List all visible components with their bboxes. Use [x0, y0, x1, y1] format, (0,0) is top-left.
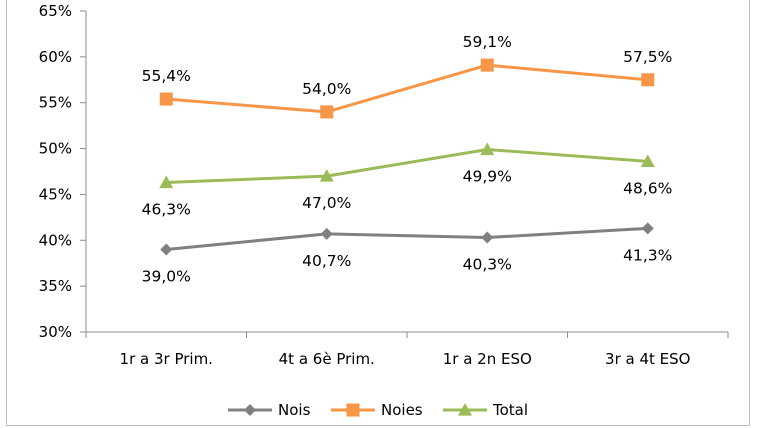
data-label-noies: 54,0% [302, 80, 351, 98]
legend-label-total: Total [492, 401, 528, 419]
data-label-total: 48,6% [623, 179, 672, 197]
x-tick-label: 1r a 2n ESO [443, 350, 532, 368]
data-label-nois: 40,3% [463, 256, 512, 274]
data-label-noies: 55,4% [142, 67, 191, 85]
data-point-noies [320, 105, 334, 119]
chart-frame [6, 0, 750, 426]
x-tick-label: 1r a 3r Prim. [120, 350, 213, 368]
data-point-nois [481, 231, 494, 244]
data-point-nois [320, 227, 333, 240]
y-tick-label: 50% [39, 140, 72, 158]
x-tick-label: 3r a 4t ESO [605, 350, 690, 368]
data-point-total [159, 175, 174, 189]
data-label-total: 46,3% [142, 201, 191, 219]
legend-label-noies: Noies [381, 401, 423, 419]
y-tick-label: 30% [39, 323, 72, 341]
series-line-total [166, 147, 648, 185]
legend-marker-total [458, 403, 472, 416]
data-label-noies: 59,1% [463, 33, 512, 51]
data-label-noies: 57,5% [623, 48, 672, 66]
data-label-total: 49,9% [463, 167, 512, 185]
y-tick-label: 40% [39, 231, 72, 249]
data-point-noies [480, 58, 494, 72]
data-point-noies [159, 92, 173, 106]
x-tick-label: 4t a 6è Prim. [279, 350, 375, 368]
data-point-total [480, 142, 495, 156]
y-tick-label: 60% [39, 48, 72, 66]
data-point-nois [160, 243, 173, 256]
legend-marker-noies [346, 403, 360, 417]
data-label-nois: 40,7% [302, 252, 351, 270]
legend-marker-nois [244, 404, 256, 416]
data-label-total: 47,0% [302, 194, 351, 212]
data-label-nois: 39,0% [142, 267, 191, 285]
y-tick-label: 35% [39, 277, 72, 295]
y-tick-label: 65% [39, 2, 72, 20]
legend-label-nois: Nois [278, 401, 311, 419]
y-tick-label: 55% [39, 94, 72, 112]
series-line-nois [166, 226, 648, 251]
data-point-nois [641, 222, 654, 235]
y-tick-label: 45% [39, 185, 72, 203]
series-line-noies [166, 63, 648, 114]
data-point-total [319, 169, 334, 182]
data-point-noies [641, 73, 655, 87]
data-point-total [640, 154, 655, 168]
data-label-nois: 41,3% [623, 246, 672, 264]
